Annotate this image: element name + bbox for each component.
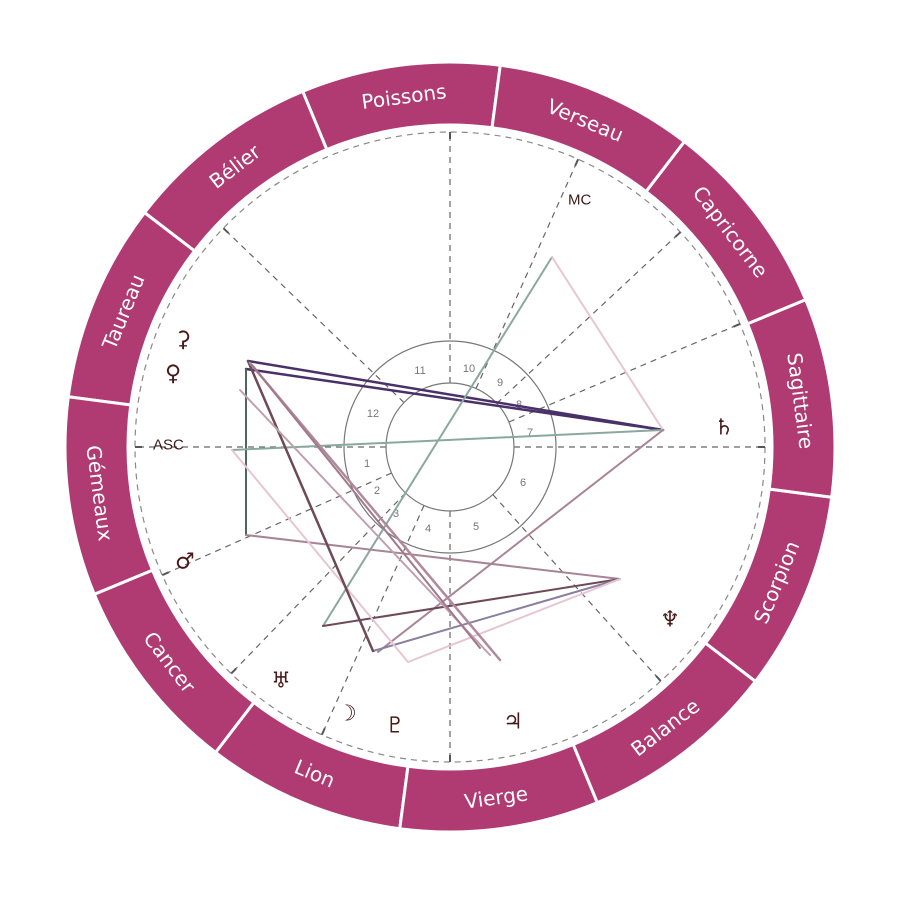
cusp-tick: [230, 667, 237, 675]
house-circle-outer: [343, 340, 557, 554]
venus-icon[interactable]: ♀: [165, 362, 181, 387]
cusp-tick: [161, 571, 170, 577]
aspect-line: [551, 256, 664, 431]
mars-icon[interactable]: ♂: [175, 550, 195, 575]
aspect-line: [246, 359, 375, 653]
house-cusp-line: [230, 492, 406, 675]
cusp-tick: [674, 231, 682, 238]
house-number: 3: [393, 508, 399, 520]
aspect-line: [251, 364, 481, 649]
aspect-line: [245, 534, 621, 580]
house-number: 4: [425, 523, 431, 535]
house-cusp-line: [492, 494, 662, 682]
cusp-tick: [320, 727, 326, 736]
aspect-line: [244, 367, 665, 432]
neptune-icon[interactable]: ♆: [660, 608, 680, 633]
aspect-line: [231, 429, 664, 451]
house-number: 5: [473, 521, 479, 533]
house-cusp-line: [508, 323, 741, 423]
aspect-line: [322, 578, 621, 627]
house-number: 7: [527, 427, 533, 439]
house-number: 6: [520, 477, 526, 489]
aspect-line: [248, 361, 502, 662]
pluto-icon[interactable]: ♇: [385, 714, 405, 739]
aspect-line: [246, 359, 665, 432]
aspect-line: [407, 578, 621, 663]
house-number: 11: [414, 365, 425, 377]
aspect-line: [377, 429, 664, 653]
house-circle-inner: [385, 382, 515, 512]
ceres-icon[interactable]: ⚳: [175, 328, 191, 353]
house-number: 1: [364, 458, 370, 470]
aspect-line: [322, 256, 553, 627]
saturn-icon[interactable]: ♄: [714, 416, 734, 441]
aspect-lines: [231, 256, 665, 663]
house-cusp-lines: [134, 131, 766, 763]
cusp-tick: [574, 158, 580, 167]
house-cusp-line: [222, 227, 405, 403]
house-cusp-line: [496, 231, 681, 404]
house-number: 9: [497, 377, 503, 389]
house-wheel: 123456789101112: [343, 340, 557, 554]
zodiac-ring: PoissonsBélierTaureauGémeauxCancerLionVi…: [63, 60, 837, 834]
uranus-icon[interactable]: ♅: [271, 669, 291, 694]
aspect-line: [231, 449, 409, 663]
cusp-tick: [733, 322, 741, 328]
cusp-tick: [655, 675, 662, 682]
house-number: 2: [374, 485, 380, 497]
aspect-line: [239, 389, 491, 656]
cusp-tick: [222, 227, 230, 234]
angle-label-asc: ASC: [153, 437, 184, 454]
house-number: 10: [463, 363, 475, 375]
sign-segment-12: [490, 63, 687, 194]
moon-icon[interactable]: ☽: [337, 702, 357, 727]
aspect-line: [372, 578, 621, 652]
jupiter-icon[interactable]: ♃: [503, 710, 523, 735]
house-number: 12: [367, 408, 379, 420]
angle-label-mc: MC: [568, 192, 591, 209]
house-cusp-line: [475, 158, 579, 389]
house-cusp-line: [161, 472, 392, 576]
chart-labels: ASC MC ⚳ ♀ ♂ ♅ ☽ ♇ ♃ ♆ ♄: [153, 192, 734, 739]
